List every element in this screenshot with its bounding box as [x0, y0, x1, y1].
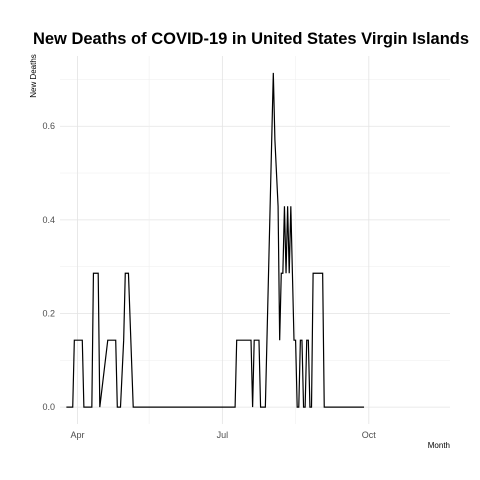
y-tick-label: 0.4 [42, 215, 55, 225]
y-axis-ticks: 0.0 0.2 0.4 0.6 [42, 121, 55, 412]
gridlines [60, 56, 450, 424]
series-line [66, 73, 364, 407]
y-tick-label: 0.6 [42, 121, 55, 131]
x-tick-label: Apr [71, 430, 85, 440]
x-axis-label: Month [428, 441, 450, 450]
y-axis-label: New Deaths [29, 54, 38, 98]
y-tick-label: 0.0 [42, 402, 55, 412]
y-tick-label: 0.2 [42, 309, 55, 319]
x-tick-label: Jul [217, 430, 229, 440]
chart-title: New Deaths of COVID-19 in United States … [33, 30, 469, 48]
x-axis-ticks: Apr Jul Oct [71, 430, 377, 440]
x-tick-label: Oct [362, 430, 377, 440]
